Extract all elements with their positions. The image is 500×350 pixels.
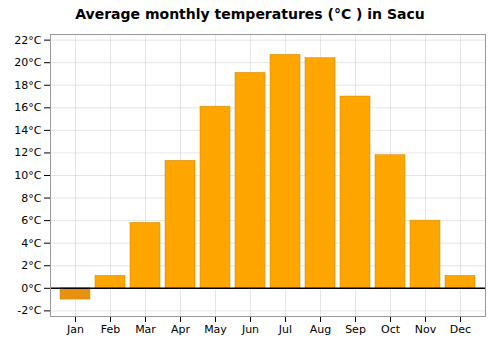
svg-text:Jan: Jan (66, 323, 84, 336)
svg-text:Aug: Aug (310, 323, 331, 336)
svg-text:Oct: Oct (381, 323, 401, 336)
svg-text:Sep: Sep (345, 323, 366, 336)
svg-text:10°C: 10°C (14, 169, 41, 182)
svg-text:-2°C: -2°C (17, 304, 41, 317)
svg-text:20°C: 20°C (14, 56, 41, 69)
svg-text:Nov: Nov (415, 323, 437, 336)
svg-text:14°C: 14°C (14, 124, 41, 137)
svg-text:0°C: 0°C (21, 282, 41, 295)
svg-text:22°C: 22°C (14, 34, 41, 47)
svg-text:8°C: 8°C (21, 192, 41, 205)
svg-text:May: May (204, 323, 227, 336)
svg-text:18°C: 18°C (14, 79, 41, 92)
svg-text:4°C: 4°C (21, 237, 41, 250)
svg-text:2°C: 2°C (21, 259, 41, 272)
svg-text:16°C: 16°C (14, 101, 41, 114)
html-text:Average monthly temperatures (: Average monthly temperatures (°C ) in Sa… (75, 6, 425, 22)
svg-text:Apr: Apr (171, 323, 191, 336)
svg-text:Jul: Jul (278, 323, 292, 336)
svg-text:12°C: 12°C (14, 146, 41, 159)
svg-text:Mar: Mar (135, 323, 156, 336)
svg-text:6°C: 6°C (21, 214, 41, 227)
svg-text:Jun: Jun (241, 323, 259, 336)
svg-text:Dec: Dec (450, 323, 471, 336)
svg-text:Feb: Feb (101, 323, 120, 336)
